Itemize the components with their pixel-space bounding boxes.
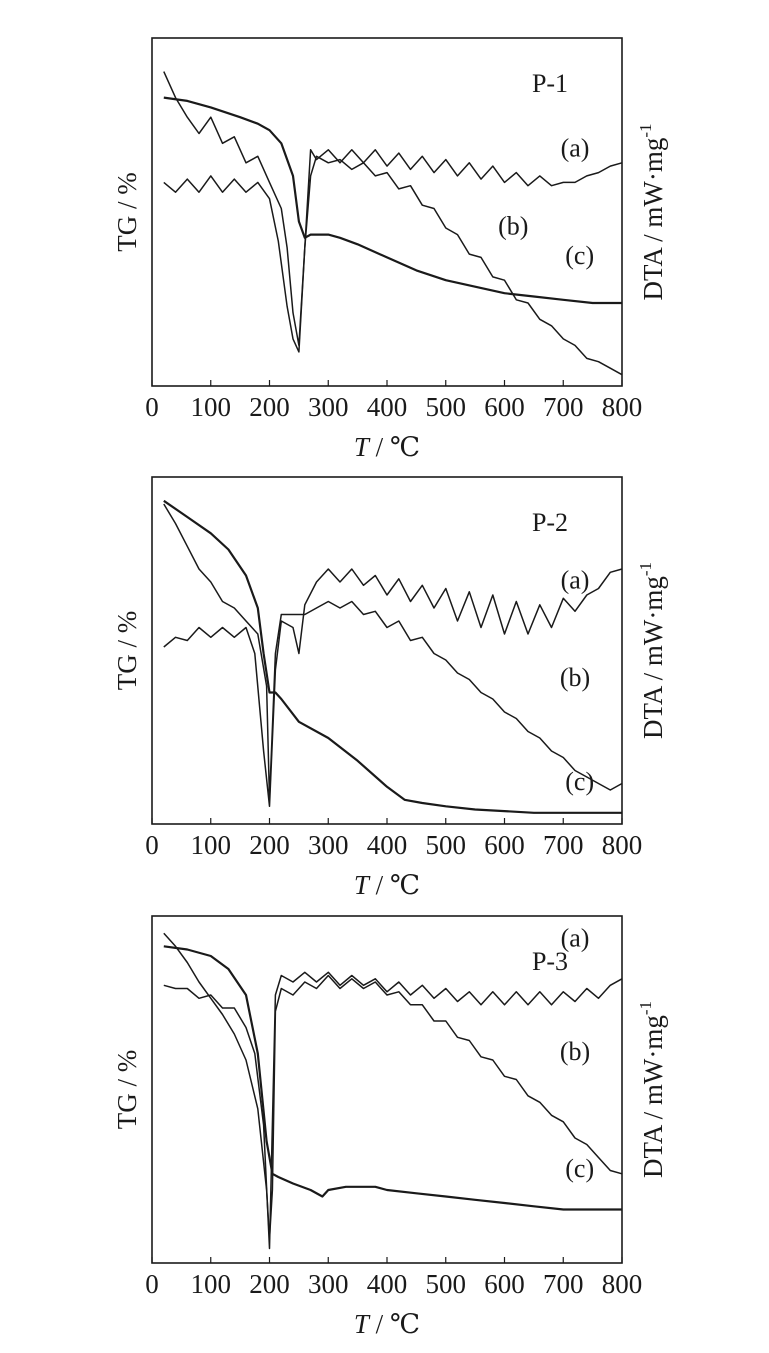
y-right-label-text: DTA / mW·mg — [638, 138, 668, 301]
x-axis-unit: / ℃ — [369, 432, 420, 462]
series-label-b: (b) — [498, 212, 528, 241]
y-right-label-exponent: -1 — [636, 562, 655, 576]
x-tick-label: 100 — [191, 830, 232, 860]
series-label-c: (c) — [565, 1154, 594, 1183]
panel-label: P-3 — [532, 947, 568, 976]
panel-p3: 0 100 200 300 400 500 600 700 800 (a) (b) (c) P-3 TG … — [112, 915, 668, 1339]
panel-p1: 0 100 200 300 400 500 600 700 800 (a) (b) (c) P-1 TG … — [112, 37, 668, 462]
x-tick-label: 700 — [543, 1269, 584, 1299]
x-tick-label: 100 — [191, 392, 232, 422]
series-label-c: (c) — [565, 241, 594, 270]
x-axis-variable: T — [354, 1309, 371, 1339]
x-axis-label: T / ℃ — [354, 870, 420, 900]
x-axis-variable: T — [354, 870, 371, 900]
x-tick-label: 400 — [367, 830, 408, 860]
x-tick-label: 600 — [484, 1269, 525, 1299]
x-tick-label: 500 — [426, 830, 467, 860]
x-tick-label: 0 — [145, 1269, 159, 1299]
x-tick-label: 100 — [191, 1269, 232, 1299]
x-axis-variable: T — [354, 432, 371, 462]
x-axis-unit: / ℃ — [369, 870, 420, 900]
series-line-b — [163, 503, 623, 801]
series-line-c — [163, 499, 622, 814]
series-label-b: (b) — [560, 1037, 590, 1066]
x-axis-label: T / ℃ — [354, 1309, 420, 1339]
x-tick-label: 600 — [484, 392, 525, 422]
series-line-b — [163, 932, 623, 1240]
series-line-a — [163, 568, 623, 808]
y-axis-label-right: DTA / mW·mg-1 — [636, 562, 668, 739]
x-tick-label: 500 — [426, 392, 467, 422]
x-tick-label: 0 — [145, 830, 159, 860]
y-axis-label-left: TG / % — [112, 611, 142, 690]
y-right-label-text: DTA / mW·mg — [638, 1015, 668, 1178]
series-label-a: (a) — [561, 923, 590, 952]
panel-label: P-1 — [532, 69, 568, 98]
x-tick-label: 800 — [602, 392, 643, 422]
y-axis-label-left: TG / % — [112, 1050, 142, 1129]
x-axis-unit: / ℃ — [369, 1309, 420, 1339]
x-tick-label: 800 — [602, 1269, 643, 1299]
series-line-c — [163, 96, 622, 305]
y-right-label-exponent: -1 — [636, 124, 655, 138]
panel-label: P-2 — [532, 508, 568, 537]
y-axis-label-right: DTA / mW·mg-1 — [636, 124, 668, 301]
panel-p2: 0 100 200 300 400 500 600 700 800 (a) (b) (c) P-2 TG … — [112, 476, 668, 900]
x-tick-label: 700 — [543, 392, 584, 422]
series-line-a — [163, 149, 623, 353]
series-label-a: (a) — [561, 566, 590, 595]
x-tick-label: 200 — [249, 830, 290, 860]
x-tick-label: 600 — [484, 830, 525, 860]
series-line-c — [163, 945, 622, 1211]
x-tick-label: 400 — [367, 392, 408, 422]
x-tick-label: 500 — [426, 1269, 467, 1299]
y-right-label-exponent: -1 — [636, 1001, 655, 1015]
series-label-a: (a) — [561, 133, 590, 162]
x-tick-label: 200 — [249, 1269, 290, 1299]
y-axis-label-left: TG / % — [112, 172, 142, 251]
x-tick-label: 800 — [602, 830, 643, 860]
x-tick-label: 700 — [543, 830, 584, 860]
x-axis-label: T / ℃ — [354, 432, 420, 462]
y-right-label-text: DTA / mW·mg — [638, 576, 668, 739]
x-tick-label: 400 — [367, 1269, 408, 1299]
x-tick-label: 300 — [308, 830, 349, 860]
series-line-b — [163, 71, 623, 376]
x-tick-label: 0 — [145, 392, 159, 422]
series-label-c: (c) — [565, 767, 594, 796]
series-line-a — [163, 971, 623, 1250]
series-label-b: (b) — [560, 663, 590, 692]
x-tick-label: 200 — [249, 392, 290, 422]
y-axis-label-right: DTA / mW·mg-1 — [636, 1001, 668, 1178]
x-tick-label: 300 — [308, 392, 349, 422]
x-tick-label: 300 — [308, 1269, 349, 1299]
